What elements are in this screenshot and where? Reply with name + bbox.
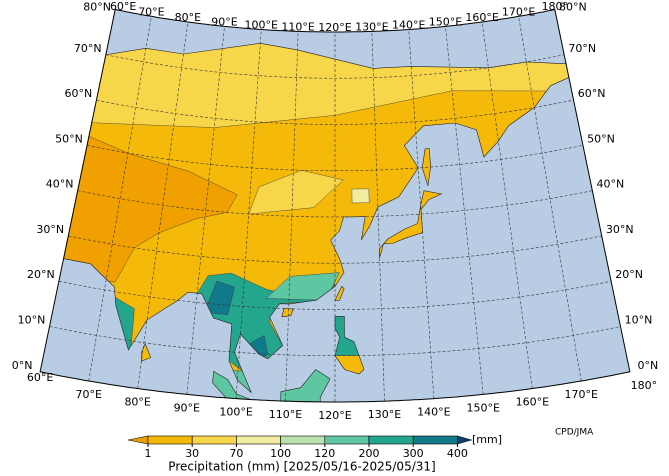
precip-zone (204, 280, 235, 315)
lon-label: 150°E (429, 15, 462, 28)
colorbar-tick-label: 100 (270, 447, 291, 460)
precip-zone (351, 188, 370, 204)
lon-label: 110°E (269, 408, 302, 421)
lon-label: 70°E (76, 388, 102, 401)
precip-zone (248, 170, 344, 215)
colorbar-tick-label: 400 (447, 447, 468, 460)
colorbar-segment (412, 435, 458, 445)
lat-label: 0°N (12, 359, 33, 372)
parallel (68, 235, 602, 264)
lat-label: 80°N (559, 0, 587, 13)
lat-label: 80°N (83, 0, 111, 13)
lon-label: 70°E (138, 5, 164, 18)
lon-label: 60°E (110, 0, 136, 13)
coastline (421, 148, 431, 186)
meridian (371, 31, 385, 402)
lon-label: 140°E (392, 18, 425, 31)
lon-label: 150°E (466, 401, 499, 414)
colorbar-tick-label: 200 (359, 447, 380, 460)
lon-label: 160°E (516, 396, 549, 409)
lat-label: 60°N (65, 87, 93, 100)
map-frame (39, 8, 631, 403)
lon-label: 120°E (318, 409, 351, 422)
colorbar-segment (280, 435, 326, 445)
meridian (445, 26, 484, 395)
lat-label: 30°N (606, 223, 634, 236)
map-area (40, 9, 630, 402)
meridian (88, 16, 152, 382)
lon-label: 60°E (27, 371, 53, 384)
lon-label: 90°E (174, 401, 200, 414)
coastline (334, 285, 345, 301)
meridian (408, 29, 435, 399)
colorbar-unit: [mm] (472, 433, 502, 446)
lat-label: 40°N (596, 178, 624, 191)
lat-label: 20°N (27, 268, 55, 281)
colorbar-tick-label: 30 (185, 447, 199, 460)
coastline (141, 343, 152, 362)
lat-label: 50°N (55, 132, 83, 145)
lon-label: 140°E (417, 406, 450, 419)
meridian (481, 21, 533, 389)
colorbar-segment (324, 435, 370, 445)
lon-label: 130°E (355, 20, 388, 33)
lon-label: 110°E (281, 20, 314, 33)
meridian (518, 16, 582, 382)
lat-label: 10°N (18, 314, 46, 327)
lat-label: 60°N (578, 87, 606, 100)
lon-label: 120°E (318, 21, 351, 34)
colorbar-segment (191, 435, 237, 445)
colorbar-arrow (127, 435, 149, 445)
lon-label: 130°E (368, 408, 401, 421)
lat-label: 0°N (637, 359, 658, 372)
lon-label: 80°E (175, 11, 201, 24)
credit: CPD/JMA (555, 428, 594, 438)
colorbar-tick-label: 70 (229, 447, 243, 460)
colorbar-tick-label: 300 (403, 447, 424, 460)
colorbar-tick-label: 1 (145, 447, 152, 460)
lon-label: 100°E (245, 18, 278, 31)
lat-label: 40°N (46, 178, 74, 191)
colorbar-segment (368, 435, 414, 445)
lon-label: 180° (542, 0, 569, 13)
lat-label: 30°N (36, 223, 64, 236)
lat-label: 10°N (625, 314, 653, 327)
coastline (378, 190, 443, 258)
parallel (105, 54, 565, 79)
lat-label: 70°N (568, 42, 596, 55)
lon-label: 170°E (502, 5, 535, 18)
colorbar-title: Precipitation (mm) [2025/05/16-2025/05/3… (168, 460, 435, 474)
meridian (186, 26, 225, 395)
colorbar-segment (147, 435, 193, 445)
meridian (137, 21, 189, 389)
lat-label: 50°N (587, 132, 615, 145)
lon-label: 90°E (211, 15, 237, 28)
colorbar-arrow (457, 435, 473, 445)
lon-label: 100°E (219, 406, 252, 419)
meridian (235, 29, 262, 399)
precip-zone (265, 272, 340, 301)
lon-label: 160°E (465, 11, 498, 24)
lon-label: 80°E (124, 396, 150, 409)
lat-label: 20°N (615, 268, 643, 281)
coastline (334, 316, 365, 375)
colorbar-segment (236, 435, 281, 445)
lon-label: 180° (631, 379, 658, 392)
colorbar-tick-label: 120 (314, 447, 335, 460)
meridian (285, 31, 299, 402)
lon-label: 170°E (565, 388, 598, 401)
lat-label: 70°N (74, 42, 102, 55)
